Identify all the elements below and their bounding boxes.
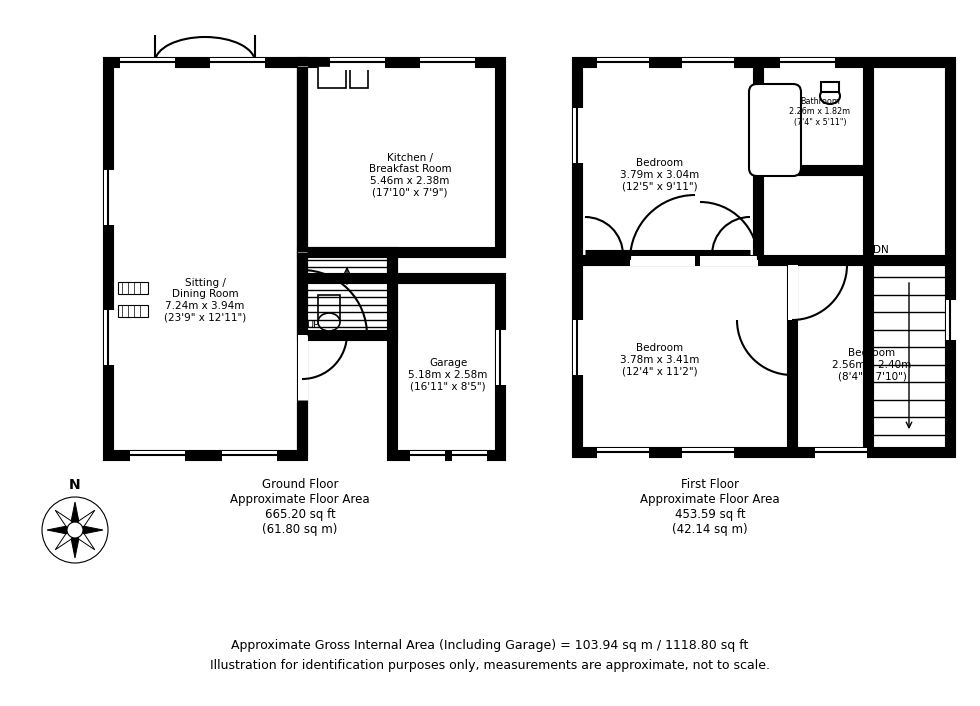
Polygon shape (72, 530, 78, 558)
Bar (302, 252, 392, 335)
Text: Bedroom
2.56m x 2.40m
(8'4" x 7'10"): Bedroom 2.56m x 2.40m (8'4" x 7'10") (832, 348, 911, 382)
Bar (946, 300, 958, 340)
Bar (104, 310, 116, 365)
Ellipse shape (318, 313, 340, 331)
Bar (597, 448, 649, 460)
Bar (573, 108, 585, 163)
Text: Garage
5.18m x 2.58m
(16'11" x 8'5"): Garage 5.18m x 2.58m (16'11" x 8'5") (409, 359, 488, 392)
Bar (222, 451, 277, 463)
Bar (780, 58, 835, 70)
Polygon shape (47, 526, 75, 534)
Text: First Floor
Approximate Floor Area
453.59 sq ft
(42.14 sq m): First Floor Approximate Floor Area 453.5… (640, 478, 780, 536)
Text: Bathroom
2.26m x 1.82m
(7'4" x 5'11"): Bathroom 2.26m x 1.82m (7'4" x 5'11") (790, 97, 851, 127)
Text: UP: UP (306, 320, 319, 330)
Bar (298, 66, 308, 248)
Text: DN: DN (873, 245, 889, 255)
Bar (130, 451, 185, 463)
Bar (108, 62, 302, 455)
Text: Bedroom
3.78m x 3.41m
(12'4" x 11'2"): Bedroom 3.78m x 3.41m (12'4" x 11'2") (620, 343, 700, 376)
Bar (597, 58, 649, 70)
Text: Sitting /
Dining Room
7.24m x 3.94m
(23'9" x 12'11"): Sitting / Dining Room 7.24m x 3.94m (23'… (164, 277, 246, 323)
Bar (392, 278, 500, 455)
Text: Kitchen /
Breakfast Room
5.46m x 2.38m
(17'10" x 7'9"): Kitchen / Breakfast Room 5.46m x 2.38m (… (368, 152, 452, 198)
Ellipse shape (820, 88, 840, 104)
Bar (298, 335, 308, 455)
Bar (118, 282, 148, 294)
Bar (573, 320, 585, 375)
Text: Ground Floor
Approximate Floor Area
665.20 sq ft
(61.80 sq m): Ground Floor Approximate Floor Area 665.… (230, 478, 369, 536)
Bar (350, 66, 368, 88)
Bar (815, 448, 867, 460)
Polygon shape (55, 510, 75, 530)
Bar (682, 58, 734, 70)
Bar (210, 58, 265, 70)
Bar (410, 451, 445, 463)
Bar (318, 66, 346, 88)
Polygon shape (75, 526, 103, 534)
Bar (821, 82, 839, 92)
Polygon shape (75, 530, 95, 550)
Bar (104, 170, 116, 225)
Bar (452, 451, 487, 463)
Polygon shape (55, 530, 75, 550)
Bar (630, 256, 695, 266)
Bar (788, 265, 798, 320)
Text: Approximate Gross Internal Area (Including Garage) = 103.94 sq m / 1118.80 sq ft: Approximate Gross Internal Area (Includi… (231, 638, 749, 652)
Bar (302, 62, 500, 252)
Bar (120, 58, 175, 70)
Bar (496, 330, 508, 385)
Bar (700, 256, 758, 266)
Polygon shape (72, 502, 78, 530)
Bar (318, 295, 340, 320)
FancyBboxPatch shape (749, 84, 801, 176)
Bar (330, 58, 385, 70)
Bar (682, 448, 734, 460)
Circle shape (67, 522, 83, 538)
Bar (420, 58, 475, 70)
Text: Bedroom
3.79m x 3.04m
(12'5" x 9'11"): Bedroom 3.79m x 3.04m (12'5" x 9'11") (620, 158, 700, 191)
Bar (577, 62, 950, 452)
Polygon shape (75, 510, 95, 530)
Text: N: N (70, 478, 80, 492)
Bar (298, 252, 308, 335)
Bar (118, 305, 148, 317)
Text: Illustration for identification purposes only, measurements are approximate, not: Illustration for identification purposes… (210, 659, 770, 671)
